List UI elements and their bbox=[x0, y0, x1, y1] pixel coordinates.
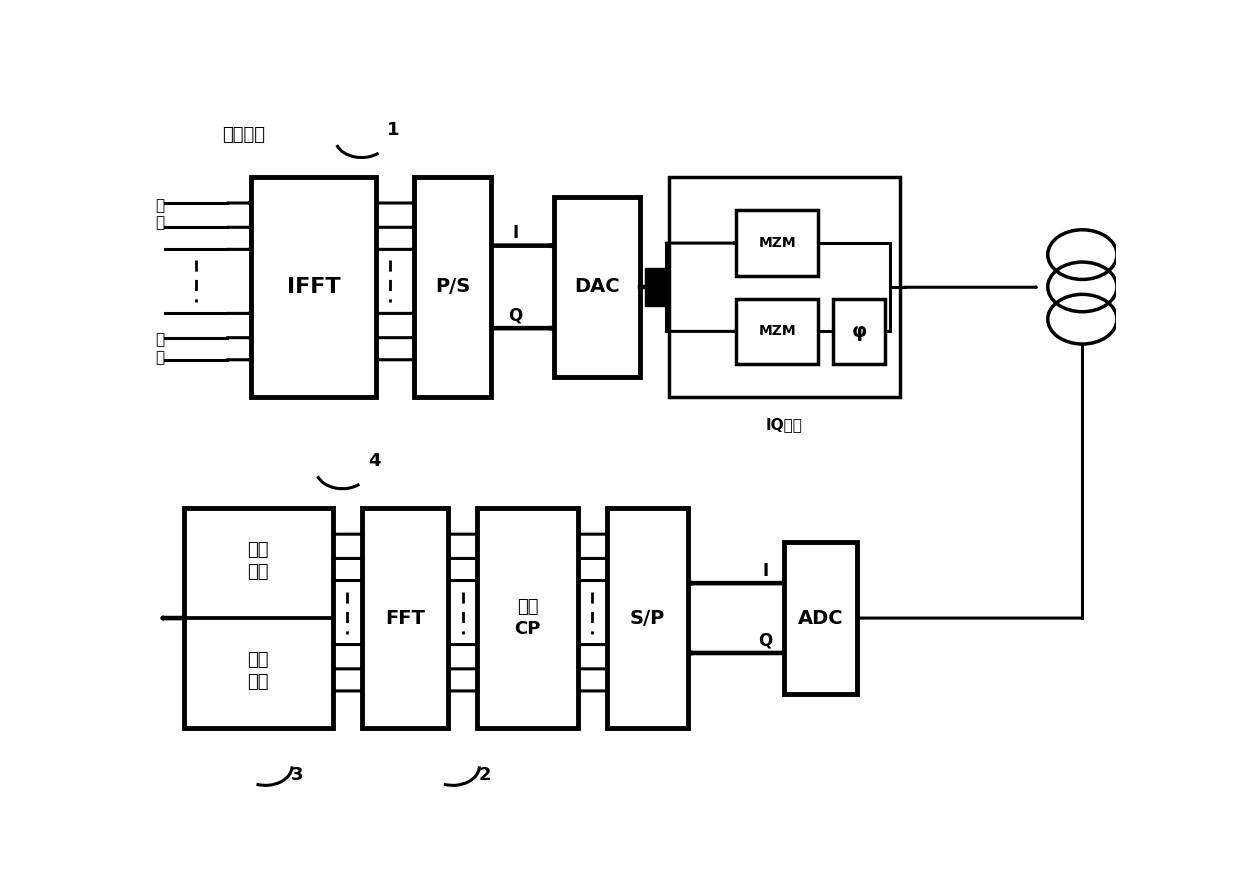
Text: 邻近
估计: 邻近 估计 bbox=[248, 540, 269, 581]
Text: I: I bbox=[763, 562, 769, 580]
Text: 3: 3 bbox=[291, 766, 304, 784]
Text: I: I bbox=[512, 224, 518, 242]
Text: DAC: DAC bbox=[574, 278, 620, 297]
Text: φ: φ bbox=[852, 322, 867, 340]
Text: Q: Q bbox=[758, 632, 773, 650]
Text: 共轭符号: 共轭符号 bbox=[222, 126, 265, 144]
Text: MZM: MZM bbox=[759, 236, 796, 250]
Bar bbox=[184, 508, 332, 728]
Bar bbox=[645, 268, 666, 306]
Bar bbox=[362, 508, 448, 728]
Text: 数
据: 数 据 bbox=[155, 198, 165, 230]
Text: IQ调制: IQ调制 bbox=[766, 418, 802, 433]
Bar bbox=[785, 542, 857, 694]
Text: 2: 2 bbox=[479, 766, 491, 784]
Text: 数
据: 数 据 bbox=[155, 332, 165, 365]
Bar bbox=[554, 197, 640, 376]
Bar bbox=[414, 177, 491, 397]
Text: 4: 4 bbox=[368, 452, 381, 470]
Bar bbox=[250, 177, 376, 397]
Bar bbox=[832, 298, 885, 364]
Bar bbox=[670, 177, 900, 397]
Bar bbox=[477, 508, 578, 728]
Text: S/P: S/P bbox=[630, 608, 665, 627]
Text: ADC: ADC bbox=[797, 608, 843, 627]
Text: Q: Q bbox=[508, 306, 522, 324]
Text: FFT: FFT bbox=[384, 608, 425, 627]
Text: MZM: MZM bbox=[759, 324, 796, 339]
Text: 移除
CP: 移除 CP bbox=[515, 598, 541, 638]
Bar bbox=[606, 508, 688, 728]
Text: IFFT: IFFT bbox=[286, 277, 340, 297]
Text: 1: 1 bbox=[387, 121, 399, 139]
Text: P/S: P/S bbox=[435, 278, 470, 297]
Bar bbox=[737, 298, 818, 364]
Bar bbox=[737, 211, 818, 276]
Text: 相干
叠加: 相干 叠加 bbox=[248, 651, 269, 691]
